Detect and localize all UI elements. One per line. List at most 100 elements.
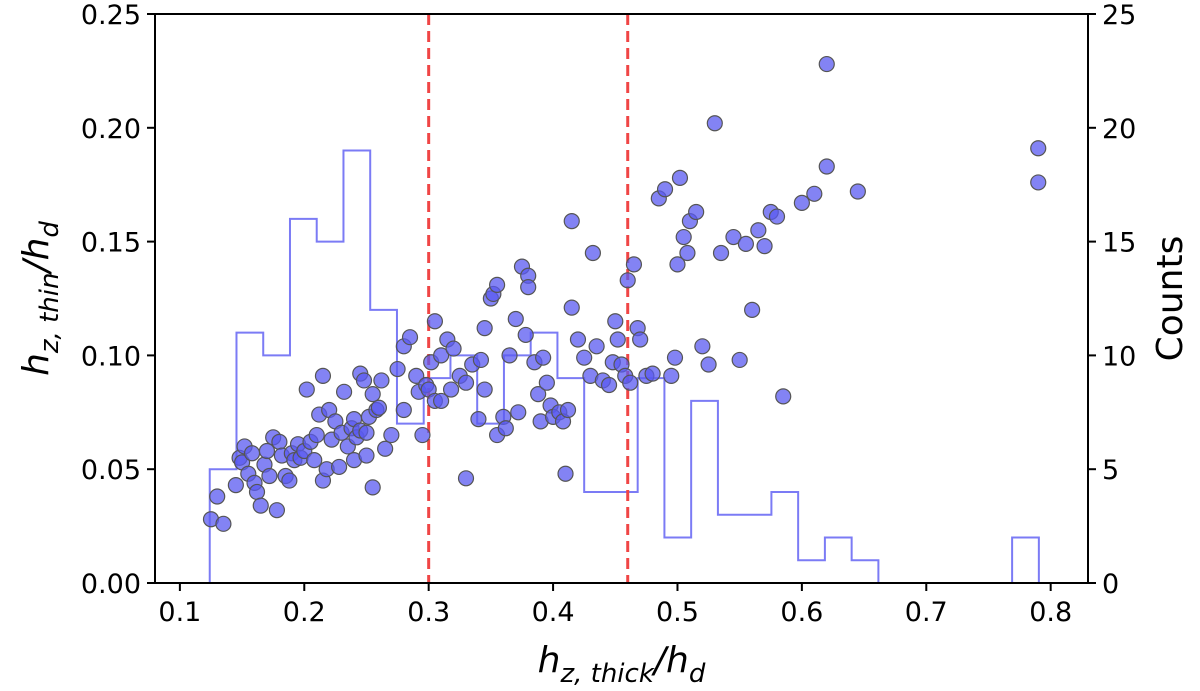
data-point xyxy=(507,310,524,328)
x-axis-label: hz, thick/hd xyxy=(538,640,706,689)
y-tick-label: 0.20 xyxy=(81,114,141,145)
data-point xyxy=(306,451,323,469)
plot-frame xyxy=(154,13,1089,584)
data-point xyxy=(308,426,325,444)
histogram-step xyxy=(208,149,1040,584)
data-point xyxy=(426,313,443,330)
data-point xyxy=(314,367,332,384)
data-point xyxy=(563,299,580,316)
data-point xyxy=(750,222,767,239)
y-tick-label: 0.15 xyxy=(81,228,141,259)
data-point xyxy=(258,442,276,460)
data-point xyxy=(370,399,388,416)
data-point xyxy=(298,381,315,398)
data-point xyxy=(408,367,425,384)
data-point xyxy=(476,381,493,398)
data-point xyxy=(433,392,450,410)
data-point xyxy=(694,338,711,355)
data-point xyxy=(588,338,605,355)
data-point xyxy=(355,372,373,389)
points-layer xyxy=(202,55,1047,532)
data-point xyxy=(457,470,475,487)
data-point xyxy=(472,351,490,369)
data-point xyxy=(806,185,823,202)
data-point xyxy=(576,349,593,366)
data-point xyxy=(538,374,555,391)
data-point xyxy=(559,401,577,419)
data-point xyxy=(584,244,601,262)
data-point xyxy=(849,183,866,200)
data-point xyxy=(252,497,269,514)
data-point xyxy=(445,340,462,357)
data-point xyxy=(383,426,400,444)
data-point xyxy=(663,367,680,384)
data-point xyxy=(700,356,717,373)
data-point xyxy=(268,502,286,519)
data-point xyxy=(671,169,689,186)
x-tick-label: 0.8 xyxy=(1029,597,1072,628)
data-point xyxy=(335,383,353,400)
data-point xyxy=(401,329,419,346)
data-point xyxy=(669,256,686,273)
data-point xyxy=(775,388,792,405)
y-tick-label: 0.00 xyxy=(81,569,141,600)
data-point xyxy=(818,55,835,73)
data-point xyxy=(389,360,406,378)
x-tick-label: 0.6 xyxy=(780,597,823,628)
data-point xyxy=(622,374,639,391)
data-point xyxy=(243,445,261,462)
data-point xyxy=(470,411,487,428)
data-point xyxy=(271,433,288,450)
data-point xyxy=(501,347,518,364)
data-point xyxy=(731,351,748,369)
y2-tick-label: 10 xyxy=(1102,341,1136,372)
data-point xyxy=(744,301,761,318)
y2-tick-label: 0 xyxy=(1102,569,1119,600)
y2-tick-label: 5 xyxy=(1102,455,1119,486)
data-point xyxy=(666,349,684,366)
y-tick-label: 0.05 xyxy=(81,455,141,486)
data-point xyxy=(358,424,375,441)
data-point xyxy=(644,365,661,382)
y2-axis-label: Counts xyxy=(1150,236,1191,362)
data-point xyxy=(737,235,755,252)
data-point xyxy=(433,347,450,364)
data-point xyxy=(818,158,835,175)
data-point xyxy=(609,331,626,348)
data-point xyxy=(364,479,381,496)
data-point xyxy=(625,256,643,273)
data-point xyxy=(364,385,381,403)
data-point xyxy=(768,208,786,225)
data-point xyxy=(756,238,773,255)
data-point xyxy=(457,374,475,391)
x-tick-label: 0.3 xyxy=(407,597,450,628)
x-tick-label: 0.1 xyxy=(158,597,201,628)
data-point xyxy=(248,483,266,501)
data-point xyxy=(1030,174,1047,191)
data-point xyxy=(209,488,226,505)
data-point xyxy=(331,458,348,476)
data-point xyxy=(476,319,493,337)
data-point xyxy=(725,228,742,246)
data-point xyxy=(600,376,618,394)
y-axis-label: hz, thin/hd xyxy=(16,221,65,376)
data-point xyxy=(679,244,696,262)
y-tick-label: 0.10 xyxy=(81,341,141,372)
x-tick-label: 0.7 xyxy=(905,597,948,628)
data-point xyxy=(517,326,534,344)
data-point xyxy=(632,331,649,348)
data-point xyxy=(520,279,537,296)
data-point xyxy=(530,385,547,403)
data-point xyxy=(377,440,394,457)
data-point xyxy=(414,426,431,444)
data-point xyxy=(1030,140,1047,157)
data-point xyxy=(675,228,692,246)
x-tick-label: 0.5 xyxy=(656,597,699,628)
data-point xyxy=(793,194,810,212)
data-point xyxy=(569,331,587,348)
data-point xyxy=(607,313,624,330)
data-point xyxy=(489,276,506,293)
data-point xyxy=(215,515,232,532)
y-tick-label: 0.25 xyxy=(81,0,141,31)
data-point xyxy=(557,465,574,482)
